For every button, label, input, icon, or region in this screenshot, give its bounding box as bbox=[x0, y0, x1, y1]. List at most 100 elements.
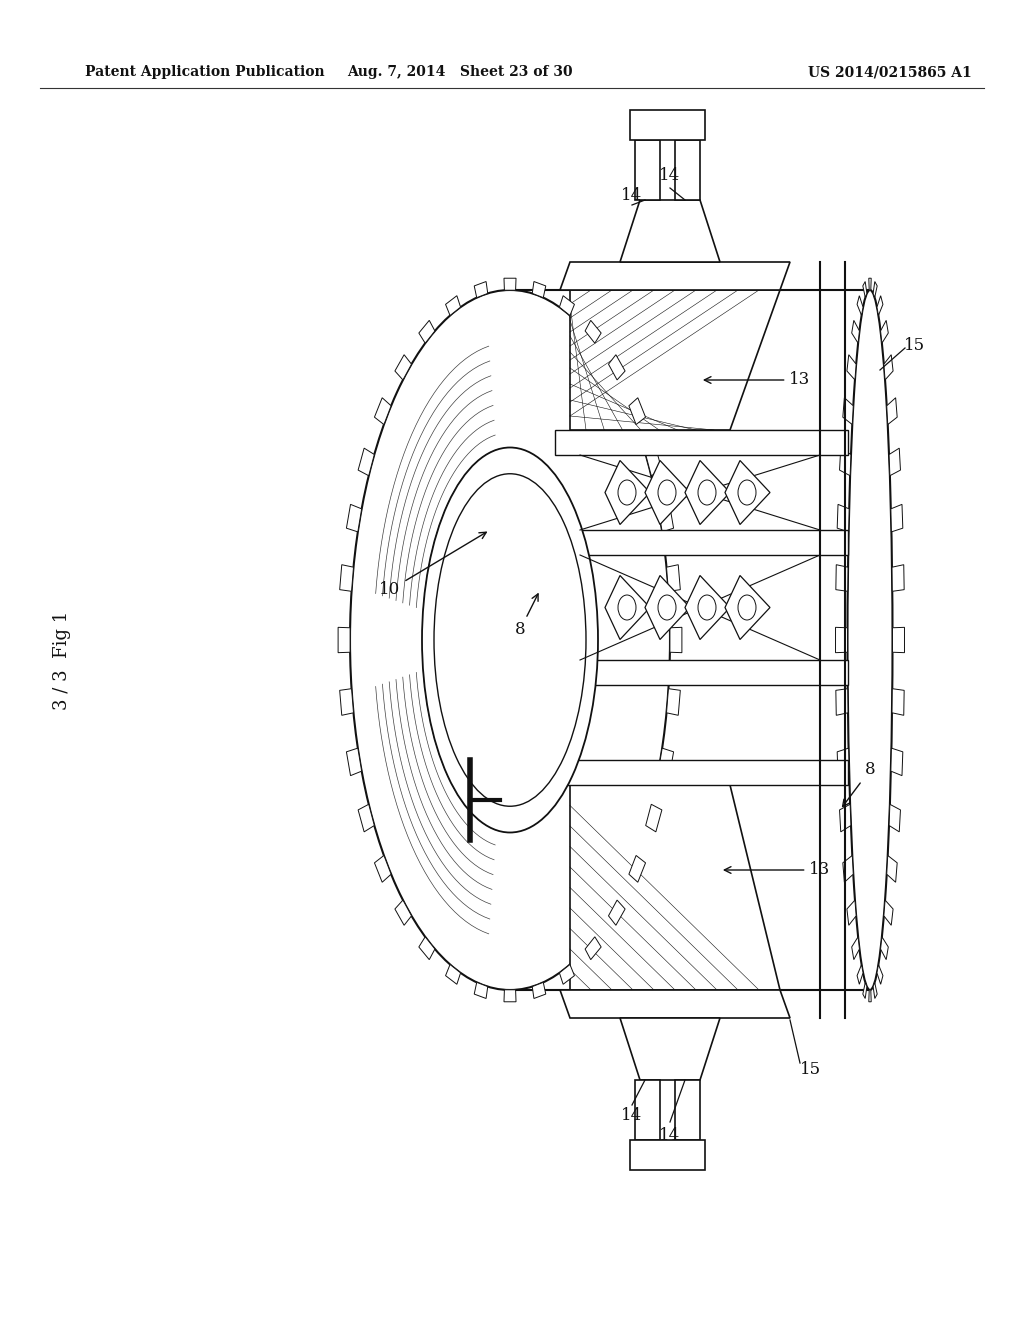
Polygon shape bbox=[857, 965, 863, 985]
Polygon shape bbox=[891, 748, 903, 776]
Polygon shape bbox=[559, 296, 574, 315]
Polygon shape bbox=[847, 900, 856, 925]
Polygon shape bbox=[877, 296, 883, 315]
Ellipse shape bbox=[658, 595, 676, 620]
Polygon shape bbox=[555, 660, 848, 685]
Text: 8: 8 bbox=[843, 762, 876, 807]
Polygon shape bbox=[868, 990, 871, 1002]
Ellipse shape bbox=[434, 474, 586, 807]
Polygon shape bbox=[635, 1080, 660, 1140]
Polygon shape bbox=[620, 201, 720, 261]
Polygon shape bbox=[555, 430, 848, 455]
Polygon shape bbox=[605, 576, 650, 639]
Polygon shape bbox=[585, 937, 601, 960]
Polygon shape bbox=[667, 689, 680, 715]
Polygon shape bbox=[635, 140, 660, 201]
Polygon shape bbox=[887, 855, 897, 882]
Polygon shape bbox=[685, 576, 730, 639]
Polygon shape bbox=[887, 397, 897, 425]
Polygon shape bbox=[836, 627, 848, 652]
Ellipse shape bbox=[618, 480, 636, 506]
Polygon shape bbox=[889, 804, 900, 832]
Polygon shape bbox=[375, 397, 391, 425]
Polygon shape bbox=[555, 531, 848, 554]
Polygon shape bbox=[881, 321, 888, 343]
Polygon shape bbox=[560, 990, 790, 1018]
Ellipse shape bbox=[618, 595, 636, 620]
Polygon shape bbox=[419, 321, 435, 343]
Polygon shape bbox=[670, 627, 682, 652]
Polygon shape bbox=[338, 627, 350, 652]
Polygon shape bbox=[645, 461, 690, 524]
Ellipse shape bbox=[738, 480, 756, 506]
Polygon shape bbox=[884, 355, 893, 380]
Polygon shape bbox=[346, 748, 361, 776]
Polygon shape bbox=[877, 965, 883, 985]
Polygon shape bbox=[646, 449, 662, 475]
Polygon shape bbox=[725, 576, 770, 639]
Polygon shape bbox=[838, 504, 849, 532]
Polygon shape bbox=[358, 804, 375, 832]
Polygon shape bbox=[630, 110, 705, 140]
Polygon shape bbox=[474, 281, 487, 297]
Polygon shape bbox=[863, 982, 867, 998]
Polygon shape bbox=[892, 565, 904, 591]
Polygon shape bbox=[840, 804, 851, 832]
Polygon shape bbox=[840, 449, 851, 475]
Polygon shape bbox=[474, 982, 487, 998]
Text: 14: 14 bbox=[659, 166, 681, 183]
Polygon shape bbox=[608, 900, 625, 925]
Polygon shape bbox=[570, 785, 780, 990]
Polygon shape bbox=[873, 281, 878, 297]
Text: US 2014/0215865 A1: US 2014/0215865 A1 bbox=[808, 65, 972, 79]
Polygon shape bbox=[445, 296, 461, 315]
Polygon shape bbox=[532, 281, 546, 297]
Polygon shape bbox=[620, 1018, 720, 1080]
Text: Aug. 7, 2014   Sheet 23 of 30: Aug. 7, 2014 Sheet 23 of 30 bbox=[347, 65, 572, 79]
Polygon shape bbox=[559, 965, 574, 985]
Text: 14: 14 bbox=[622, 1106, 643, 1123]
Polygon shape bbox=[863, 281, 867, 297]
Polygon shape bbox=[891, 504, 903, 532]
Polygon shape bbox=[346, 504, 361, 532]
Text: 3 / 3  Fig 1: 3 / 3 Fig 1 bbox=[53, 610, 71, 710]
Polygon shape bbox=[725, 461, 770, 524]
Polygon shape bbox=[884, 900, 893, 925]
Polygon shape bbox=[889, 449, 900, 475]
Polygon shape bbox=[836, 689, 848, 715]
Polygon shape bbox=[570, 290, 780, 430]
Polygon shape bbox=[395, 355, 412, 380]
Polygon shape bbox=[358, 449, 375, 475]
Ellipse shape bbox=[698, 480, 716, 506]
Polygon shape bbox=[852, 937, 859, 960]
Ellipse shape bbox=[422, 447, 598, 833]
Polygon shape bbox=[847, 355, 856, 380]
Polygon shape bbox=[630, 1140, 705, 1170]
Text: 14: 14 bbox=[622, 186, 643, 203]
Polygon shape bbox=[560, 261, 790, 290]
Polygon shape bbox=[608, 355, 625, 380]
Polygon shape bbox=[645, 576, 690, 639]
Text: 13: 13 bbox=[724, 862, 830, 879]
Polygon shape bbox=[340, 565, 353, 591]
Polygon shape bbox=[675, 1080, 700, 1140]
Ellipse shape bbox=[658, 480, 676, 506]
Polygon shape bbox=[843, 397, 853, 425]
Polygon shape bbox=[892, 689, 904, 715]
Text: 10: 10 bbox=[379, 532, 486, 598]
Polygon shape bbox=[836, 565, 848, 591]
Polygon shape bbox=[340, 689, 353, 715]
Ellipse shape bbox=[738, 595, 756, 620]
Polygon shape bbox=[532, 982, 546, 998]
Text: Patent Application Publication: Patent Application Publication bbox=[85, 65, 325, 79]
Polygon shape bbox=[868, 279, 871, 290]
Polygon shape bbox=[629, 855, 645, 882]
Polygon shape bbox=[881, 937, 888, 960]
Polygon shape bbox=[893, 627, 904, 652]
Polygon shape bbox=[646, 804, 662, 832]
Polygon shape bbox=[555, 760, 848, 785]
Polygon shape bbox=[685, 461, 730, 524]
Text: 13: 13 bbox=[705, 371, 811, 388]
Polygon shape bbox=[838, 748, 849, 776]
Polygon shape bbox=[375, 855, 391, 882]
